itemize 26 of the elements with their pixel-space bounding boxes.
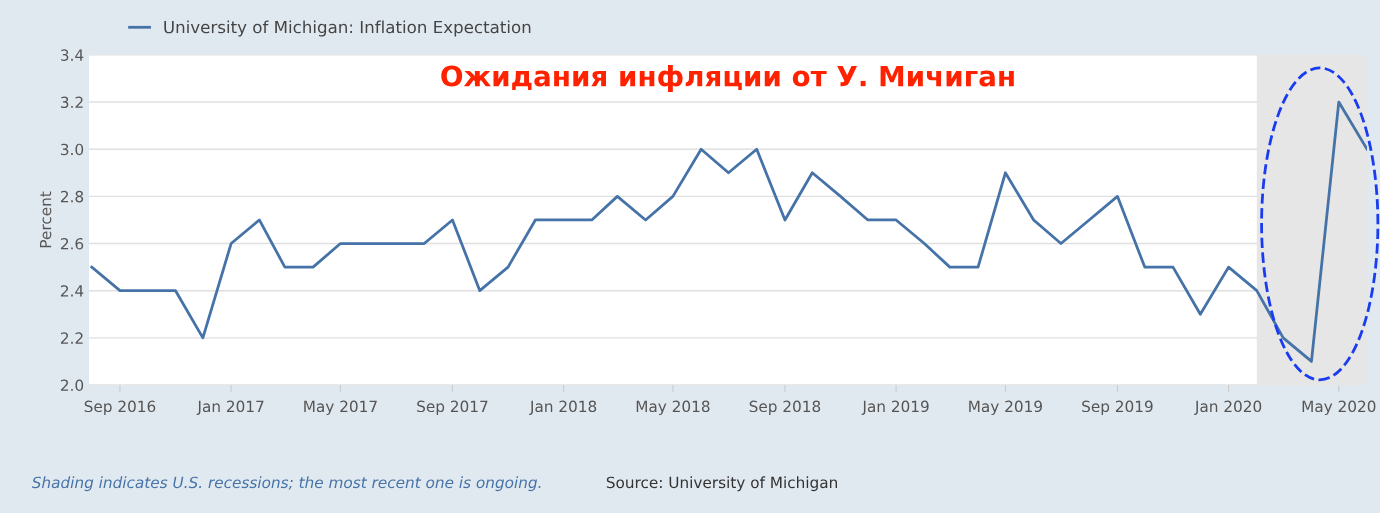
- y-tick-label: 2.0: [60, 379, 84, 392]
- legend-label: University of Michigan: Inflation Expectation: [164, 20, 531, 37]
- x-tick-label: May 2018: [636, 400, 710, 416]
- y-axis-title: Percent: [39, 191, 52, 248]
- y-tick-label: 3.4: [61, 49, 84, 61]
- x-tick-label: May 2019: [969, 400, 1042, 416]
- x-tick-label: Jan 2017: [196, 400, 264, 415]
- y-tick-label: 2.4: [60, 285, 84, 297]
- x-tick-label: Jan 2020: [1194, 400, 1262, 415]
- y-tick-label: 2.2: [60, 332, 83, 344]
- x-tick-label: Sep 2019: [1082, 400, 1153, 416]
- y-tick-label: 3.2: [61, 96, 83, 109]
- x-tick-label: May 2020: [1302, 400, 1376, 416]
- source-note: Source: University of Michigan: [606, 476, 837, 492]
- line-series: [90, 100, 1368, 363]
- x-tick-label: Jan 2018: [529, 400, 597, 415]
- x-tick-label: Jan 2019: [861, 400, 929, 415]
- chart-title: Ожидания инфляции от У. Мичиган: [441, 65, 1014, 92]
- x-tick-label: Sep 2017: [417, 400, 488, 416]
- x-tick-label: Sep 2018: [749, 400, 821, 416]
- x-tick-label: Sep 2016: [84, 400, 156, 416]
- text: Shading indicates U.S. recessions; the most recent one is ongoing.: [31, 476, 541, 492]
- y-tick-label: 3.0: [61, 143, 84, 156]
- x-tick-label: May 2017: [304, 400, 377, 416]
- y-tick-label: 2.6: [60, 237, 84, 250]
- y-tick-label: 2.8: [60, 190, 84, 203]
